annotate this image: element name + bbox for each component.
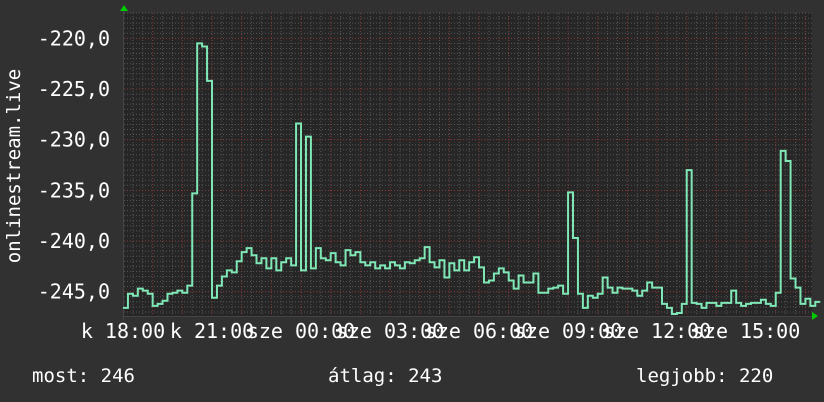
y-axis-arrow-icon bbox=[120, 5, 128, 11]
x-tick-label: sze 12:00 bbox=[603, 319, 711, 343]
y-tick-label: -240,0 bbox=[38, 229, 110, 253]
x-tick-label: sze 03:00 bbox=[336, 319, 444, 343]
x-axis-arrow-icon bbox=[812, 312, 818, 320]
y-tick-label: -235,0 bbox=[38, 178, 110, 202]
x-tick-label: sze 09:00 bbox=[514, 319, 622, 343]
x-tick-label: k 18:00 bbox=[81, 319, 165, 343]
x-tick-label: sze 15:00 bbox=[692, 319, 800, 343]
y-tick-label: -220,0 bbox=[38, 26, 110, 50]
x-tick-label: k 21:00 bbox=[170, 319, 254, 343]
series-line bbox=[123, 42, 821, 315]
y-tick-label: -245,0 bbox=[38, 280, 110, 304]
y-tick-label: -230,0 bbox=[38, 128, 110, 152]
x-tick-label: sze 06:00 bbox=[425, 319, 533, 343]
x-tick-label: sze 00:00 bbox=[247, 319, 355, 343]
y-tick-label: -225,0 bbox=[38, 77, 110, 101]
